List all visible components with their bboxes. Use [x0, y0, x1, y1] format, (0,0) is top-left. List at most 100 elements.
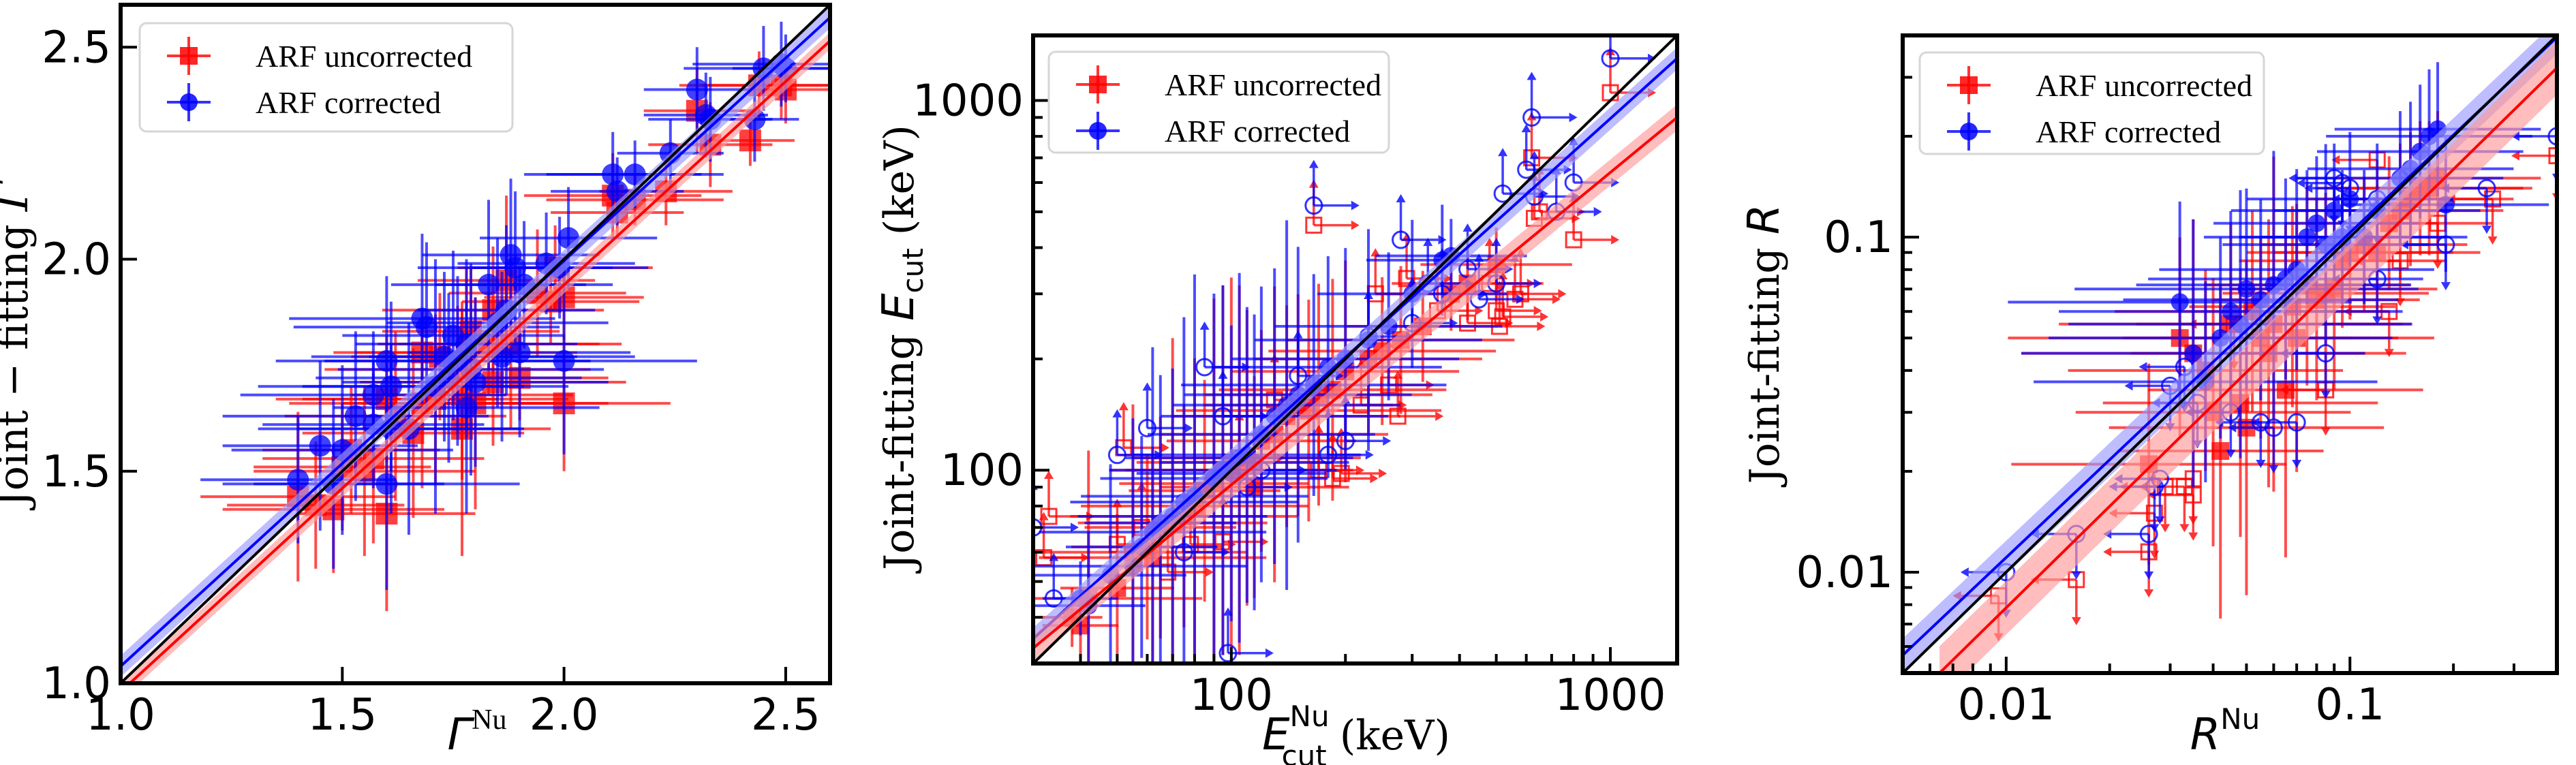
arrow-icon [2149, 524, 2160, 533]
limit-point [2251, 413, 2306, 469]
arrow-icon [1552, 294, 1561, 305]
legend-entry-corrected: ARF corrected [1947, 112, 2221, 151]
open-square-marker [1398, 270, 1415, 287]
arrow-icon [1265, 648, 1274, 658]
arrow-icon [1396, 194, 1406, 203]
arrow-icon [2155, 516, 2165, 525]
arrow-icon [1364, 290, 1374, 299]
limit-point [1035, 512, 1090, 567]
arrow-icon [2304, 183, 2313, 193]
open-circle-marker [1392, 230, 1411, 249]
data-point-circle [455, 396, 478, 419]
arrow-icon [1081, 552, 1090, 563]
arrow-icon [2482, 225, 2492, 234]
arrow-icon [2256, 460, 2266, 469]
data-point-circle [2222, 302, 2240, 321]
arrow-icon [1205, 567, 1214, 577]
open-circle-marker [1493, 184, 1512, 203]
arrow-icon [2149, 550, 2160, 559]
limit-point [1289, 330, 1344, 386]
ticks: 100 1000 100 1000 [913, 76, 1666, 721]
x-tick-label: 2.0 [530, 690, 599, 740]
arrow-icon [1049, 552, 1059, 561]
limit-point [1195, 321, 1251, 377]
arrow-icon [2433, 260, 2443, 269]
data-point-circle [508, 341, 531, 364]
legend: ARF uncorrected ARF corrected [1918, 51, 2265, 155]
arrow-icon [1593, 206, 1602, 217]
open-square-marker [1458, 314, 1476, 332]
arrow-icon [2269, 465, 2279, 473]
legend-label: ARF uncorrected [256, 39, 472, 74]
arrow-icon [1529, 151, 1539, 159]
x-tick-label: 1.0 [86, 690, 155, 740]
arrow-icon [1474, 253, 1484, 262]
arrow-icon [1071, 522, 1079, 533]
arrow-icon [2329, 215, 2340, 224]
x-tick-label: 2.5 [751, 690, 821, 740]
y-axis-label: Joint-fitting R [1739, 204, 1790, 488]
arrow-icon [2297, 178, 2305, 188]
open-square-marker [1523, 149, 1541, 167]
arrow-icon [1569, 112, 1578, 123]
arrow-icon [2179, 524, 2190, 533]
open-circle-marker [1601, 49, 1620, 68]
arrow-icon [2103, 547, 2112, 557]
ticks: 1.0 1.5 2.0 2.5 1.0 1.5 2.0 2.5 [42, 22, 821, 740]
legend-label: ARF corrected [1165, 114, 1350, 149]
fit-line [127, 40, 830, 683]
arrow-icon [2188, 516, 2198, 525]
open-circle-marker [2477, 178, 2496, 198]
open-square-marker [2548, 147, 2557, 165]
reference-line [121, 5, 830, 683]
data-point-circle [375, 473, 398, 495]
arrow-icon [1537, 322, 1546, 332]
x-axis-label: RNu [2190, 702, 2260, 760]
arrow-icon [2071, 571, 2081, 580]
data-point-circle [2184, 344, 2203, 362]
arrow-icon [1423, 238, 1433, 247]
y-tick-label: 0.1 [1824, 213, 1893, 263]
legend-entry-uncorrected: ARF uncorrected [167, 37, 472, 75]
arrow-icon [1308, 159, 1319, 168]
legend-box [1047, 50, 1390, 154]
arrow-icon [1540, 312, 1549, 322]
legend: ARF uncorrected ARF corrected [1047, 50, 1390, 154]
open-circle-marker [2287, 413, 2306, 432]
open-circle-marker [1044, 589, 1063, 608]
open-circle-marker [2436, 235, 2455, 254]
arrow-icon [1328, 433, 1338, 441]
arrow-icon [1184, 423, 1193, 433]
arrow-icon [1383, 436, 1392, 446]
x-axis-label: ENu cut (keV) [1262, 700, 1450, 765]
arrow-icon [1370, 473, 1379, 484]
arrow-icon [2292, 460, 2302, 469]
legend-entry-corrected: ARF corrected [167, 83, 441, 121]
arrow-icon [2320, 390, 2331, 399]
plot-area [1033, 13, 1677, 663]
arrow-icon [2487, 236, 2498, 245]
arrow-icon [1154, 450, 1163, 460]
arrow-icon [2071, 616, 2081, 625]
arrow-icon [1484, 238, 1494, 247]
arrow-icon [1242, 362, 1251, 372]
arrow-icon [2511, 151, 2519, 161]
legend-box [138, 22, 514, 133]
arrow-icon [1521, 124, 1531, 133]
arrow-icon [1606, 13, 1615, 21]
arrow-icon [1527, 72, 1537, 80]
data-point-circle [2237, 280, 2256, 298]
legend-square-icon [1089, 76, 1107, 93]
arrow-icon [1351, 220, 1360, 230]
arrow-icon [1199, 321, 1210, 330]
legend: ARF uncorrected ARF corrected [138, 22, 514, 133]
data-point-circle [344, 405, 367, 427]
open-circle-marker [1218, 644, 1238, 663]
arrow-icon [1218, 370, 1228, 379]
limit-point [1218, 607, 1274, 663]
arrow-icon [1365, 450, 1374, 460]
arrow-icon [2251, 418, 2260, 428]
y-tick-label: 100 [940, 446, 1024, 496]
legend-circle-icon [1960, 123, 1978, 140]
